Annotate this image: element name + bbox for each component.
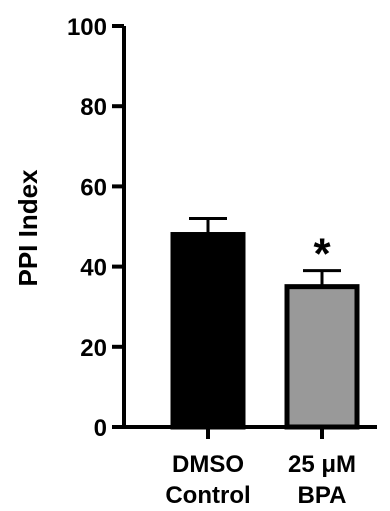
y-tick-label-80: 80 <box>80 94 107 121</box>
y-tick-label-100: 100 <box>67 14 107 41</box>
bar-0 <box>170 232 246 430</box>
plot-area: 0 20 40 60 80 100 DMSO Control 25 μM BPA * <box>67 14 377 509</box>
x-tick-label-1-1: BPA <box>298 482 347 509</box>
x-tick-label-0-1: Control <box>165 482 250 509</box>
y-tick-label-20: 20 <box>80 335 107 362</box>
y-axis-title: PPI Index <box>13 169 43 287</box>
x-tick-label-1-0: 25 μM <box>288 451 356 478</box>
bar-1 <box>284 284 360 430</box>
y-tick-label-40: 40 <box>80 255 107 282</box>
y-tick-label-0: 0 <box>94 415 107 442</box>
x-tick-label-0-0: DMSO <box>172 451 244 478</box>
significance-annotation-0: * <box>313 230 331 279</box>
y-tick-label-60: 60 <box>80 174 107 201</box>
